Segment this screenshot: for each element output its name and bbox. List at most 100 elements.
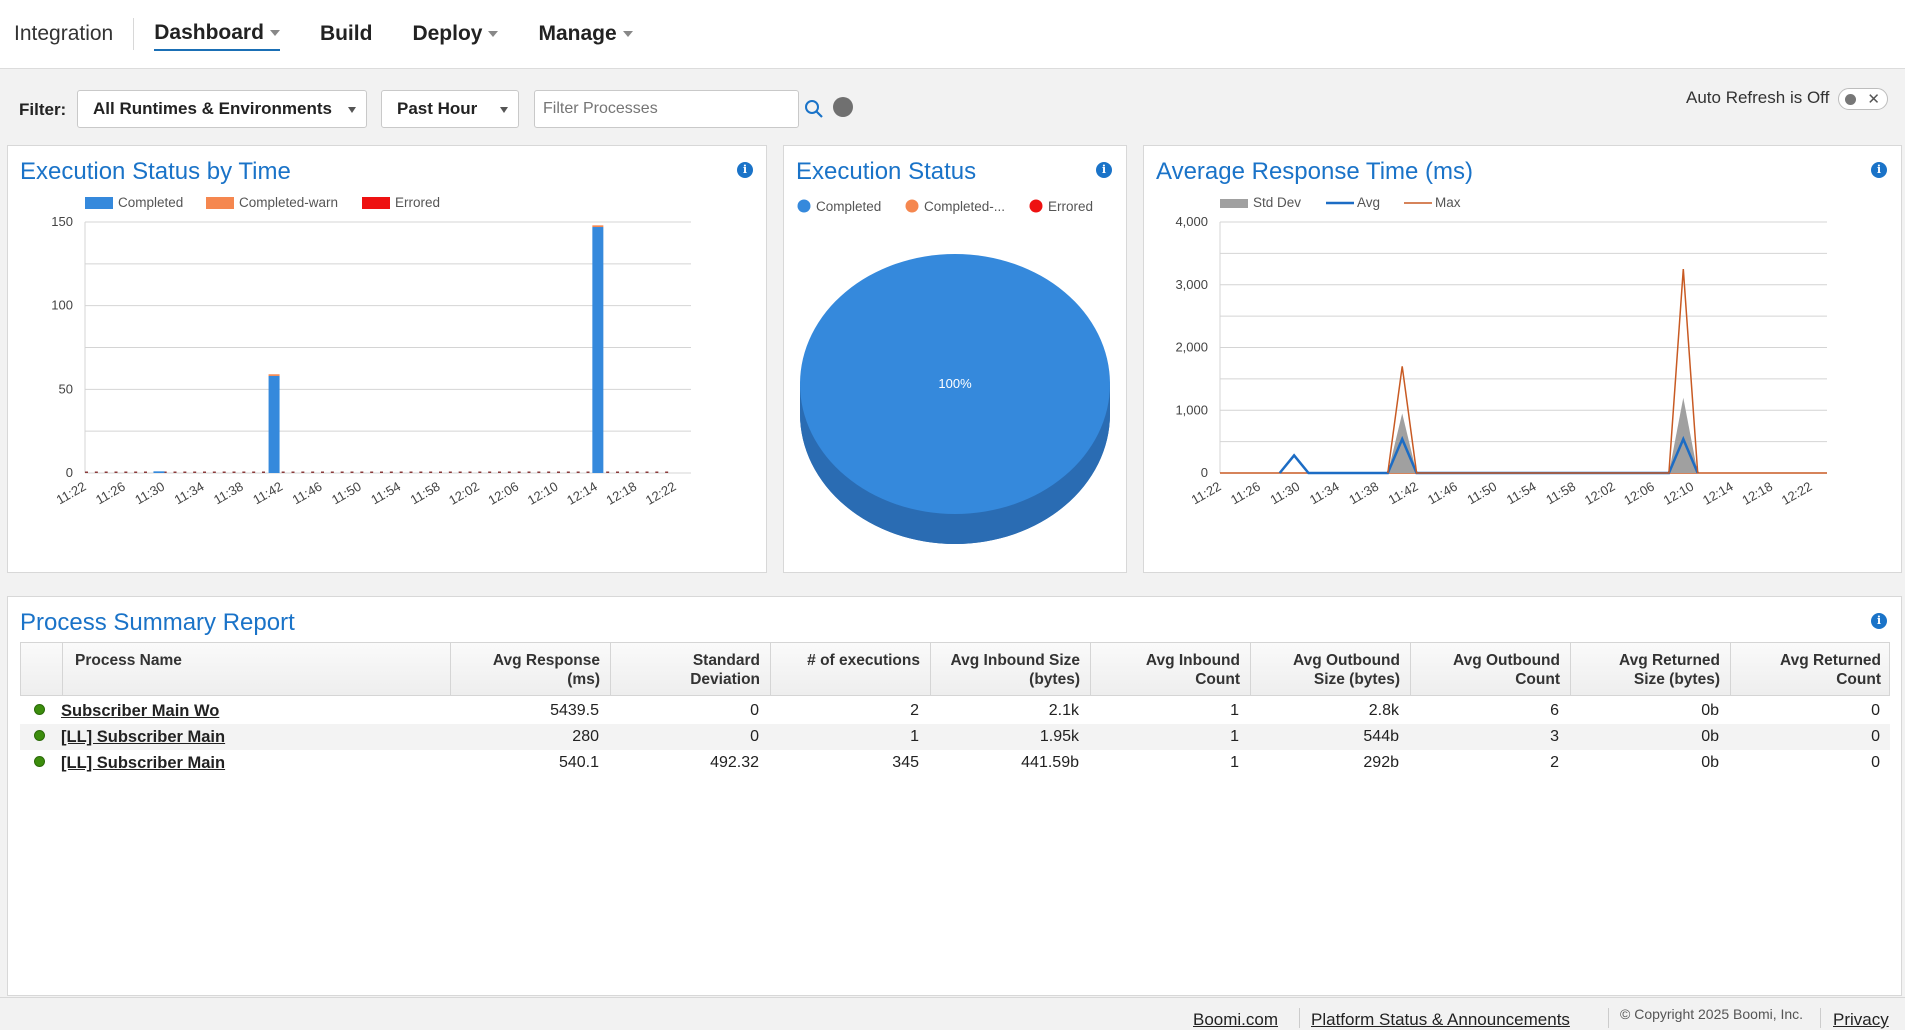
nav-manage-label: Manage xyxy=(538,22,617,45)
baseline-mark xyxy=(370,471,374,473)
x-tick-label: 11:30 xyxy=(1267,479,1302,508)
column-header[interactable]: # of executions xyxy=(770,643,930,695)
filter-processes-input[interactable] xyxy=(534,90,799,128)
legend-dot xyxy=(905,199,919,213)
baseline-mark xyxy=(321,471,324,473)
baseline-mark xyxy=(281,471,285,473)
column-header[interactable]: Avg Response (ms) xyxy=(450,643,610,695)
process-name-link[interactable]: [LL] Subscriber Main xyxy=(61,728,226,746)
status-dot-icon xyxy=(34,704,45,715)
auto-refresh-toggle[interactable]: ✕ xyxy=(1838,88,1888,110)
nav-dashboard[interactable]: Dashboard xyxy=(154,17,280,51)
baseline-mark xyxy=(389,471,393,473)
top-nav: Integration Dashboard Build Deploy Manag… xyxy=(0,0,1905,69)
footer-divider xyxy=(1608,1008,1609,1028)
x-tick-label: 11:38 xyxy=(211,479,246,508)
column-header[interactable]: Process Name xyxy=(62,643,450,695)
chevron-down-icon xyxy=(488,31,499,37)
column-header-line: Count xyxy=(1195,671,1240,688)
x-tick-label: 12:02 xyxy=(1582,479,1618,508)
table-cell: 2.8k xyxy=(1368,702,1399,719)
column-header-line: Avg Returned xyxy=(1618,652,1720,669)
baseline-mark xyxy=(635,471,639,473)
brand-label[interactable]: Integration xyxy=(0,18,135,50)
toggle-knob xyxy=(1845,94,1856,105)
x-tick-label: 12:18 xyxy=(1739,479,1775,508)
baseline-mark xyxy=(537,471,541,473)
footer: Boomi.com Platform Status & Announcement… xyxy=(0,997,1905,1030)
legend-label: Errored xyxy=(1048,199,1093,214)
baseline-mark xyxy=(527,471,531,473)
x-tick-label: 11:22 xyxy=(54,479,89,508)
bar-completed[interactable] xyxy=(592,227,604,473)
platform-status-link[interactable]: Platform Status & Announcements xyxy=(1311,1010,1570,1029)
runtime-select[interactable]: All Runtimes & Environments xyxy=(77,90,367,128)
baseline-mark xyxy=(114,471,118,473)
column-header[interactable]: Standard Deviation xyxy=(610,643,770,695)
column-header[interactable]: Avg Returned Size (bytes) xyxy=(1570,643,1730,695)
info-icon[interactable]: i xyxy=(1096,162,1112,178)
clear-filter-button[interactable] xyxy=(833,97,853,117)
baseline-mark xyxy=(104,471,108,473)
column-header[interactable]: Avg Outbound Count xyxy=(1410,643,1570,695)
baseline-mark xyxy=(419,471,423,473)
column-header-line: Avg Response xyxy=(492,652,600,669)
series-avg[interactable] xyxy=(1278,435,1699,475)
footer-divider xyxy=(1820,1008,1821,1028)
column-header[interactable]: Avg Inbound Count xyxy=(1090,643,1250,695)
table-cell: 345 xyxy=(892,754,919,771)
table-row[interactable]: [LL] Subscriber Main 540.1 492.32 345 441.59… xyxy=(20,750,1890,776)
x-tick-label: 12:06 xyxy=(485,479,521,508)
baseline-mark xyxy=(85,471,88,473)
table-row[interactable]: [LL] Subscriber Main 280 0 1 1.95k 1 544b 3 0b 0 xyxy=(20,724,1890,750)
x-tick-label: 12:18 xyxy=(603,479,639,508)
baseline-mark xyxy=(203,471,206,473)
column-header[interactable]: Avg Inbound Size (bytes) xyxy=(930,643,1090,695)
baseline-mark xyxy=(124,471,128,473)
copyright-text: © Copyright 2025 Boomi, Inc. xyxy=(1620,1006,1804,1022)
column-header[interactable]: Avg Returned Count xyxy=(1730,643,1891,695)
table-cell: 6 xyxy=(1550,702,1559,719)
table-cell: 3 xyxy=(1550,728,1559,745)
nav-deploy[interactable]: Deploy xyxy=(412,17,499,51)
baseline-mark xyxy=(163,471,167,473)
legend-swatch xyxy=(206,197,234,209)
info-icon[interactable]: i xyxy=(1871,162,1887,178)
baseline-mark xyxy=(547,471,551,473)
y-tick-label: 3,000 xyxy=(1175,277,1208,292)
nav-build-label: Build xyxy=(319,22,373,45)
nav-manage[interactable]: Manage xyxy=(538,17,633,51)
bar-completed-warn[interactable] xyxy=(268,374,280,376)
x-tick-label: 11:58 xyxy=(408,479,443,508)
baseline-mark xyxy=(606,471,610,473)
y-tick-label: 150 xyxy=(51,214,73,229)
nav-build[interactable]: Build xyxy=(320,17,373,51)
info-icon[interactable]: i xyxy=(737,162,753,178)
process-name-link[interactable]: Subscriber Main Wo xyxy=(61,702,220,720)
panel-title: Average Response Time (ms) xyxy=(1156,158,1474,185)
baseline-mark xyxy=(330,471,334,473)
legend-label: Completed-warn xyxy=(239,195,338,210)
legend-swatch xyxy=(85,197,113,209)
bar-completed[interactable] xyxy=(268,375,280,473)
table-cell: 1 xyxy=(1230,702,1239,719)
process-name-link[interactable]: [LL] Subscriber Main xyxy=(61,754,226,772)
boomi-link[interactable]: Boomi.com xyxy=(1193,1010,1279,1029)
info-icon[interactable]: i xyxy=(1871,613,1887,629)
bar-completed[interactable] xyxy=(153,471,165,473)
legend-dot xyxy=(1029,199,1043,213)
legend-label: Avg xyxy=(1357,195,1380,210)
privacy-link[interactable]: Privacy xyxy=(1833,1010,1889,1029)
search-icon[interactable] xyxy=(803,98,825,120)
bar-completed-warn[interactable] xyxy=(592,225,604,228)
status-dot-icon xyxy=(34,756,45,767)
table-row[interactable]: Subscriber Main Wo 5439.5 0 2 2.1k 1 2.8k 6 0b 0 xyxy=(20,698,1890,724)
dropdown-arrow-icon xyxy=(348,107,356,113)
x-tick-label: 12:22 xyxy=(643,479,679,508)
series-max[interactable] xyxy=(1387,269,1699,474)
column-header[interactable]: Avg Outbound Size (bytes) xyxy=(1250,643,1410,695)
nav-deploy-label: Deploy xyxy=(412,22,483,45)
pie-slice-completed[interactable] xyxy=(800,254,1110,514)
column-header-line: Size (bytes) xyxy=(1313,671,1400,688)
time-select[interactable]: Past Hour xyxy=(381,90,519,128)
